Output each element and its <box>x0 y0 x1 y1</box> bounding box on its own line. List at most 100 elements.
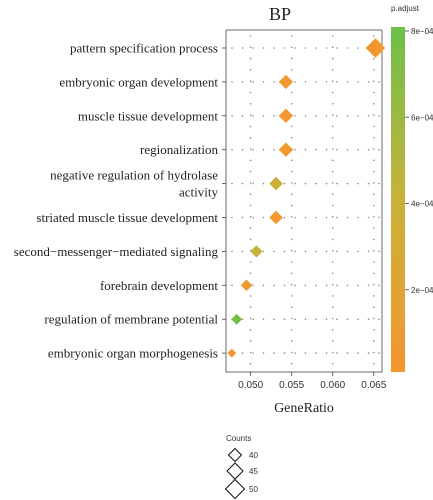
y-tick-label: regionalization <box>140 142 218 157</box>
grid-dot <box>357 47 359 49</box>
grid-dot <box>331 91 334 94</box>
grid-dot <box>249 193 252 195</box>
grid-dot <box>283 250 286 253</box>
grid-dot <box>331 295 334 297</box>
grid-dot <box>241 318 244 321</box>
grid-dot <box>331 272 334 275</box>
grid-dot <box>283 216 286 219</box>
data-point-diamond <box>250 245 263 258</box>
data-point-diamond <box>269 210 283 225</box>
grid-dot <box>249 306 252 309</box>
y-tick-label: regulation of membrane potential <box>44 312 218 327</box>
grid-dot <box>315 81 317 83</box>
grid-dot <box>331 148 334 150</box>
grid-dot <box>315 216 317 219</box>
grid-dot <box>331 283 334 286</box>
grid-dot <box>290 295 293 297</box>
grid-dot <box>231 250 233 253</box>
grid-dot <box>252 115 254 117</box>
grid-dot <box>252 284 254 287</box>
grid-dot <box>283 47 286 49</box>
grid-dot <box>304 216 307 219</box>
grid-dot <box>378 81 380 83</box>
grid-dot <box>290 249 293 252</box>
size-legend-diamond <box>227 447 243 463</box>
grid-dot <box>325 81 328 83</box>
grid-dot <box>373 340 375 342</box>
grid-dot <box>249 340 252 342</box>
grid-dot <box>262 318 265 321</box>
grid-dot <box>249 216 252 218</box>
grid-dot <box>304 182 307 185</box>
grid-dot <box>249 103 252 105</box>
grid-dot <box>231 115 233 117</box>
grid-dot <box>357 81 359 83</box>
grid-dot <box>252 81 254 83</box>
grid-dot <box>273 148 275 151</box>
x-tick-label: 0.050 <box>238 380 263 391</box>
grid-dot <box>315 250 317 253</box>
grid-dot <box>331 351 334 354</box>
grid-dot <box>290 261 293 263</box>
grid-dot <box>331 69 334 71</box>
grid-dot <box>304 115 307 117</box>
grid-dot <box>373 159 375 162</box>
grid-dot <box>273 352 275 354</box>
color-legend-tick-label: 6e−04 <box>411 113 433 122</box>
grid-dot <box>290 306 293 309</box>
grid-dot <box>249 35 252 37</box>
size-legend-title: Counts <box>226 434 251 443</box>
grid-dot <box>331 114 334 116</box>
grid-dot <box>331 249 334 252</box>
grid-dot <box>331 362 334 365</box>
grid-dot <box>262 115 265 117</box>
grid-dot <box>304 81 307 83</box>
grid-dot <box>373 114 375 116</box>
grid-dot <box>331 238 334 241</box>
grid-dot <box>249 46 252 49</box>
x-tick-label: 0.055 <box>279 380 304 391</box>
size-legend-label: 40 <box>249 451 258 460</box>
grid-dot <box>294 352 296 354</box>
grid-dot <box>373 193 375 195</box>
grid-dot <box>331 261 334 263</box>
color-legend-title: p.adjust <box>391 4 420 13</box>
grid-dot <box>241 182 244 185</box>
grid-dot <box>357 115 359 117</box>
grid-dot <box>231 81 233 83</box>
grid-dot <box>373 362 375 365</box>
grid-dot <box>252 47 254 49</box>
grid-dot <box>290 317 293 320</box>
grid-dot <box>252 352 254 354</box>
grid-dot <box>346 250 349 253</box>
grid-dot <box>331 57 334 60</box>
data-point-diamond <box>231 313 243 325</box>
grid-dot <box>336 284 338 287</box>
grid-dot <box>373 125 375 128</box>
grid-dot <box>357 318 359 321</box>
grid-dot <box>331 329 334 331</box>
grid-dot <box>294 250 296 253</box>
grid-dot <box>373 216 375 218</box>
grid-dot <box>373 272 375 275</box>
grid-dot <box>252 182 254 185</box>
grid-dot <box>290 159 293 162</box>
grid-dot <box>290 351 293 354</box>
grid-dot <box>241 115 244 117</box>
grid-dot <box>325 284 328 287</box>
grid-dot <box>373 69 375 71</box>
y-tick-label: embryonic organ development <box>59 74 218 89</box>
grid-dot <box>249 238 252 241</box>
grid-dot <box>249 170 252 173</box>
grid-dot <box>336 47 338 49</box>
grid-dot <box>290 204 293 207</box>
grid-dot <box>373 227 375 229</box>
grid-dot <box>290 35 293 37</box>
grid-dot <box>331 182 334 184</box>
size-legend: Counts 40 45 50 <box>224 434 258 500</box>
grid-dot <box>304 47 307 49</box>
grid-dot <box>304 318 307 321</box>
grid-dot <box>367 352 370 354</box>
grid-dot <box>262 182 265 185</box>
